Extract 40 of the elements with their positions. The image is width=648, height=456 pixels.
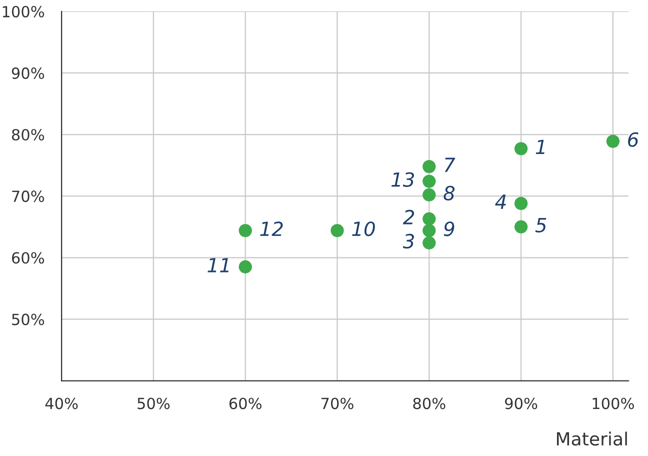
point [422, 236, 436, 250]
y-tick-label: 100% [2, 6, 44, 18]
x-axis-title: Material [556, 432, 627, 446]
x-tick-label: 70% [322, 398, 354, 410]
point [330, 224, 344, 238]
point [606, 134, 620, 148]
point [514, 142, 528, 156]
annotation: 2 [402, 210, 414, 224]
point [422, 188, 436, 202]
y-tick-label: 70% [12, 190, 44, 202]
point [422, 174, 436, 188]
annotation: 9 [444, 221, 454, 236]
x-tick-label: 50% [138, 398, 170, 410]
y-tick-label: 80% [12, 128, 44, 141]
x-tick-label: 60% [229, 398, 262, 410]
x-tick-label: 80% [413, 398, 446, 410]
y-tick-label: 90% [12, 67, 44, 79]
point [514, 220, 528, 234]
annotation: 3 [402, 234, 414, 249]
point [422, 160, 436, 174]
y-tick-label: 60% [12, 252, 44, 264]
annotation: 6 [628, 132, 638, 147]
annotation: 10 [352, 221, 375, 236]
point [422, 212, 436, 226]
annotation: 1 [536, 140, 544, 154]
point [238, 224, 252, 238]
annotation: 11 [208, 258, 229, 272]
annotation: 4 [495, 194, 506, 209]
y-tick-label: 50% [12, 314, 44, 326]
x-tick-label: 40% [45, 398, 78, 410]
x-tick-label: 90% [505, 398, 538, 410]
point [422, 224, 436, 238]
x-tick-label: 100% [592, 398, 634, 410]
point [514, 196, 528, 210]
annotation: 12 [260, 221, 283, 236]
annotation: 5 [535, 218, 546, 232]
annotation: 13 [391, 172, 414, 187]
annotation: 7 [444, 158, 456, 172]
point [238, 260, 252, 274]
annotation: 8 [444, 186, 455, 200]
